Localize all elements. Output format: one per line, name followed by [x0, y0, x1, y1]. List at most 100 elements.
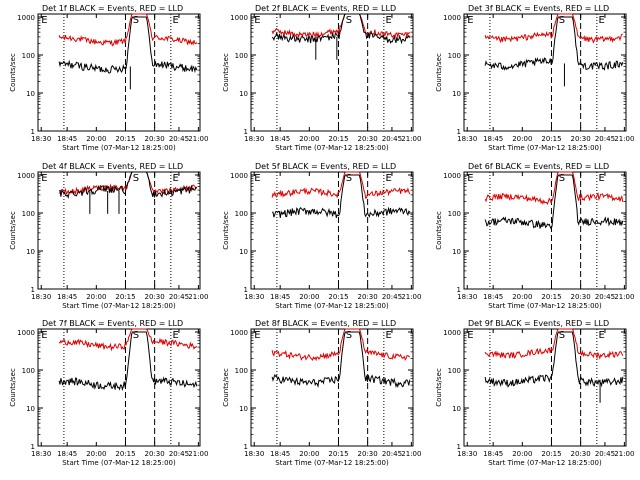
y-tick-label: 100: [235, 367, 248, 375]
interval-marker: E: [41, 330, 47, 341]
y-tick-label: 10: [26, 248, 35, 256]
chart-panel-3: Det 3f BLACK = Events, RED = LLD 1 10 100 10…: [435, 4, 634, 152]
y-tick-label: 10: [239, 90, 248, 98]
x-tick-label: 20:00: [86, 135, 106, 143]
chart-title: Det 5f BLACK = Events, RED = LLD: [255, 162, 396, 171]
y-tick-label: 100: [235, 52, 248, 60]
y-axis-label: Counts/sec: [222, 53, 230, 92]
x-tick-label: 20:30: [145, 450, 165, 458]
x-axis-label: Start Time (07-Mar-12 18:25:00): [488, 302, 602, 310]
interval-marker: S: [133, 173, 139, 184]
plot-frame: [38, 14, 200, 131]
x-tick-label: 20:30: [571, 135, 591, 143]
interval-marker: S: [346, 15, 352, 26]
x-axis-label: Start Time (07-Mar-12 18:25:00): [275, 302, 389, 310]
y-tick-label: 1000: [17, 14, 35, 22]
x-tick-label: 20:15: [115, 135, 135, 143]
x-tick-label: 20:15: [328, 135, 348, 143]
x-tick-label: 18:45: [483, 135, 503, 143]
x-tick-label: 18:45: [57, 135, 77, 143]
x-tick-label: 20:00: [512, 450, 532, 458]
x-axis-label: Start Time (07-Mar-12 18:25:00): [62, 144, 176, 152]
x-tick-label: 20:30: [145, 293, 165, 301]
plot-frame: [464, 329, 626, 446]
interval-marker: E: [598, 173, 604, 184]
interval-marker: E: [41, 173, 47, 184]
x-tick-label: 21:00: [188, 450, 208, 458]
chart-title: Det 1f BLACK = Events, RED = LLD: [42, 4, 183, 13]
interval-marker: E: [598, 330, 604, 341]
interval-marker: E: [41, 15, 47, 26]
x-tick-label: 20:45: [595, 135, 615, 143]
y-tick-label: 1000: [230, 14, 248, 22]
x-tick-label: 20:45: [382, 135, 402, 143]
y-tick-label: 10: [239, 405, 248, 413]
x-tick-label: 21:00: [401, 293, 421, 301]
interval-marker: E: [172, 330, 178, 341]
x-tick-label: 18:30: [244, 293, 264, 301]
x-tick-label: 18:30: [244, 135, 264, 143]
x-tick-label: 20:30: [358, 293, 378, 301]
y-tick-label: 1000: [230, 329, 248, 337]
chart-title: Det 6f BLACK = Events, RED = LLD: [468, 162, 609, 171]
chart-panel-8: Det 8f BLACK = Events, RED = LLD 1 10 100 10…: [222, 319, 421, 467]
interval-marker: E: [467, 15, 473, 26]
x-tick-label: 21:00: [614, 450, 634, 458]
interval-marker: E: [385, 330, 391, 341]
x-tick-label: 21:00: [188, 135, 208, 143]
x-tick-label: 20:15: [115, 450, 135, 458]
x-tick-label: 20:15: [115, 293, 135, 301]
x-tick-label: 20:45: [382, 450, 402, 458]
x-tick-label: 21:00: [614, 293, 634, 301]
x-tick-label: 20:00: [299, 135, 319, 143]
interval-marker: E: [467, 173, 473, 184]
interval-marker: E: [254, 330, 260, 341]
x-tick-label: 20:45: [169, 293, 189, 301]
x-tick-label: 20:30: [571, 450, 591, 458]
y-tick-label: 1000: [443, 172, 461, 180]
x-tick-label: 20:30: [358, 450, 378, 458]
x-tick-label: 20:00: [512, 293, 532, 301]
interval-marker: E: [598, 15, 604, 26]
interval-marker: E: [385, 15, 391, 26]
interval-marker: E: [254, 15, 260, 26]
y-axis-label: Counts/sec: [222, 211, 230, 250]
y-axis-label: Counts/sec: [9, 53, 17, 92]
x-axis-label: Start Time (07-Mar-12 18:25:00): [488, 144, 602, 152]
x-tick-label: 20:30: [571, 293, 591, 301]
x-tick-label: 20:00: [86, 450, 106, 458]
x-tick-label: 18:30: [244, 450, 264, 458]
plot-frame: [464, 172, 626, 289]
x-axis-label: Start Time (07-Mar-12 18:25:00): [62, 302, 176, 310]
chart-title: Det 8f BLACK = Events, RED = LLD: [255, 319, 396, 328]
x-tick-label: 20:00: [299, 450, 319, 458]
x-tick-label: 20:00: [299, 293, 319, 301]
plot-frame: [464, 14, 626, 131]
y-axis-label: Counts/sec: [9, 211, 17, 250]
interval-marker: E: [172, 173, 178, 184]
x-tick-label: 18:45: [483, 293, 503, 301]
y-tick-label: 10: [452, 90, 461, 98]
chart-panel-1: Det 1f BLACK = Events, RED = LLD 1 10 100 10…: [9, 4, 208, 152]
x-axis-label: Start Time (07-Mar-12 18:25:00): [275, 459, 389, 467]
interval-marker: E: [385, 173, 391, 184]
x-axis-label: Start Time (07-Mar-12 18:25:00): [275, 144, 389, 152]
x-tick-label: 18:30: [457, 135, 477, 143]
chart-title: Det 3f BLACK = Events, RED = LLD: [468, 4, 609, 13]
y-tick-label: 1000: [443, 14, 461, 22]
chart-panel-4: Det 4f BLACK = Events, RED = LLD11010010…: [9, 162, 208, 310]
y-tick-label: 100: [448, 210, 461, 218]
x-tick-label: 18:30: [31, 293, 51, 301]
y-tick-label: 10: [26, 90, 35, 98]
chart-panel-9: Det 9f BLACK = Events, RED = LLD 1 10 100 10…: [435, 319, 634, 467]
y-tick-label: 1000: [17, 172, 35, 180]
x-tick-label: 20:45: [595, 450, 615, 458]
x-tick-label: 20:45: [169, 450, 189, 458]
y-tick-label: 1000: [443, 329, 461, 337]
y-axis-label: Counts/sec: [435, 53, 443, 92]
x-axis-label: Start Time (07-Mar-12 18:25:00): [62, 459, 176, 467]
chart-panel-6: Det 6f BLACK = Events, RED = LLD11010010…: [435, 162, 634, 310]
x-tick-label: 20:15: [541, 135, 561, 143]
chart-title: Det 9f BLACK = Events, RED = LLD: [468, 319, 609, 328]
chart-panel-2: Det 2f BLACK = Events, RED = LLD 1 10 100 10…: [222, 4, 421, 152]
